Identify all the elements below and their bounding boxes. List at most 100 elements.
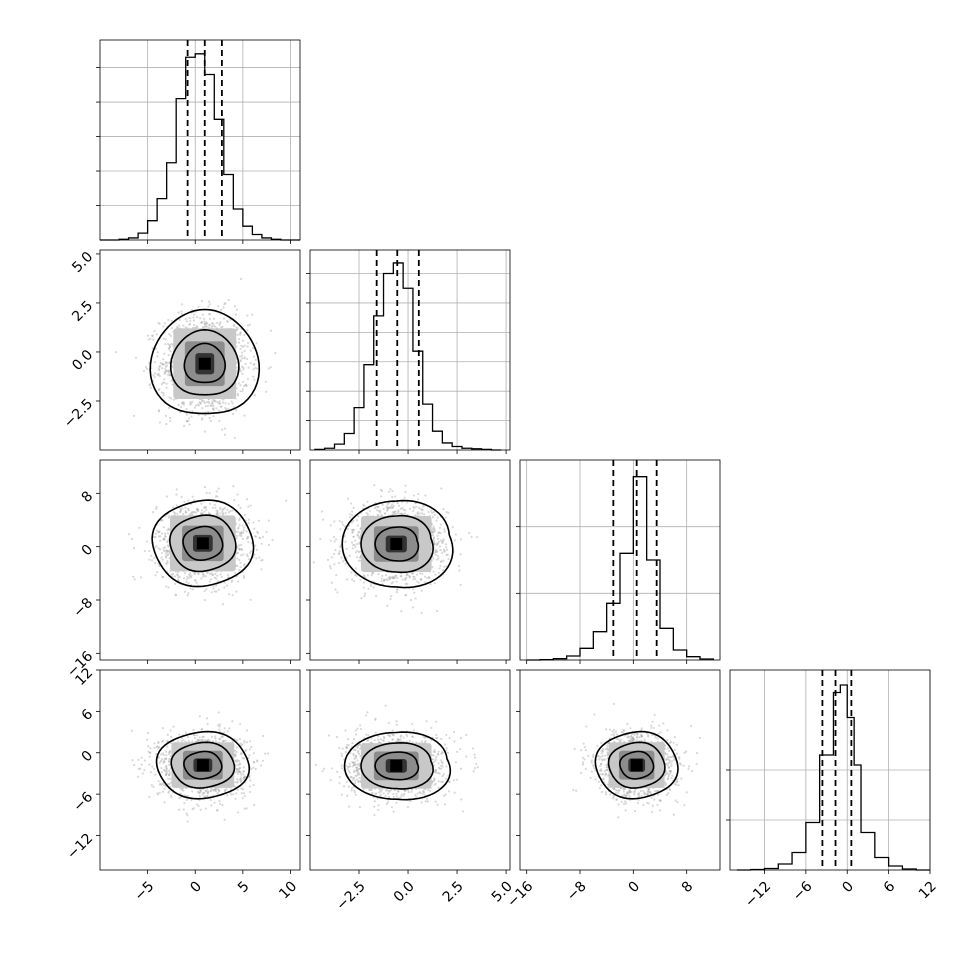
scatter-point bbox=[217, 711, 220, 714]
scatter-point bbox=[354, 573, 357, 576]
scatter-point bbox=[165, 770, 168, 774]
scatter-point bbox=[386, 508, 390, 511]
scatter-point bbox=[134, 356, 138, 359]
scatter-point bbox=[387, 502, 390, 505]
scatter-point bbox=[386, 604, 389, 607]
scatter-point bbox=[215, 584, 218, 587]
scatter-point bbox=[247, 540, 250, 544]
scatter-point bbox=[413, 507, 416, 510]
scatter-point bbox=[346, 497, 350, 500]
scatter-point bbox=[169, 419, 172, 423]
scatter-point bbox=[417, 506, 421, 509]
scatter-point bbox=[201, 512, 204, 515]
scatter-point bbox=[167, 371, 170, 374]
scatter-point bbox=[442, 568, 445, 572]
scatter-point bbox=[352, 528, 355, 531]
scatter-point bbox=[206, 404, 210, 408]
scatter-point bbox=[187, 499, 190, 502]
scatter-point bbox=[156, 355, 159, 358]
scatter-point bbox=[404, 582, 407, 585]
scatter-point bbox=[240, 554, 243, 557]
scatter-point bbox=[253, 527, 256, 530]
scatter-point bbox=[239, 776, 243, 779]
scatter-point bbox=[356, 549, 359, 553]
scatter-point bbox=[167, 553, 170, 556]
scatter-point bbox=[420, 578, 423, 581]
scatter-point bbox=[257, 519, 260, 522]
scatter-point bbox=[217, 409, 220, 412]
scatter-point bbox=[183, 590, 187, 593]
scatter-point bbox=[417, 492, 420, 496]
scatter-point bbox=[239, 332, 242, 335]
scatter-point bbox=[163, 760, 166, 764]
scatter-point bbox=[195, 508, 199, 511]
scatter-point bbox=[156, 373, 159, 376]
scatter-point bbox=[163, 372, 166, 375]
contour-line-1 bbox=[169, 328, 240, 396]
scatter-point bbox=[443, 548, 446, 551]
scatter-point bbox=[226, 794, 229, 797]
scatter-point bbox=[438, 526, 442, 530]
scatter-point bbox=[165, 541, 169, 544]
scatter-point bbox=[340, 556, 343, 559]
scatter-point bbox=[207, 326, 211, 329]
scatter-point bbox=[234, 781, 237, 784]
scatter-point bbox=[194, 579, 197, 582]
scatter-point bbox=[239, 532, 242, 536]
scatter-point bbox=[247, 505, 250, 508]
scatter-point bbox=[182, 577, 186, 580]
scatter-point bbox=[218, 725, 221, 728]
scatter-point bbox=[209, 312, 212, 316]
scatter-point bbox=[151, 511, 155, 514]
scatter-point bbox=[160, 532, 164, 535]
scatter-point bbox=[212, 407, 215, 410]
scatter-point bbox=[146, 731, 150, 735]
scatter-point bbox=[215, 509, 218, 512]
scatter-point bbox=[459, 538, 463, 541]
scatter-point bbox=[148, 384, 151, 387]
scatter-point bbox=[244, 383, 247, 387]
scatter-point bbox=[157, 530, 160, 533]
scatter-point bbox=[438, 531, 441, 534]
scatter-point bbox=[399, 512, 402, 515]
scatter-point bbox=[243, 349, 246, 353]
scatter-point bbox=[175, 325, 179, 329]
scatter-point bbox=[143, 759, 146, 762]
scatter-point bbox=[265, 530, 268, 533]
scatter-point bbox=[234, 571, 237, 574]
scatter-point bbox=[147, 334, 150, 337]
scatter-point bbox=[164, 371, 167, 374]
scatter-point bbox=[243, 356, 246, 359]
scatter-point bbox=[205, 739, 209, 742]
scatter-point bbox=[192, 316, 195, 319]
scatter-point bbox=[349, 513, 352, 516]
scatter-point bbox=[169, 373, 172, 376]
scatter-point bbox=[185, 413, 189, 416]
histogram-panel-2 bbox=[516, 459, 721, 664]
scatter-point bbox=[384, 512, 387, 515]
scatter-point bbox=[204, 414, 207, 417]
scatter-point bbox=[219, 508, 222, 511]
scatter-point bbox=[371, 571, 374, 575]
scatter-point bbox=[167, 545, 170, 548]
scatter-point bbox=[242, 531, 245, 534]
scatter-point bbox=[341, 523, 345, 526]
scatter-point bbox=[248, 323, 251, 326]
scatter-point bbox=[168, 774, 171, 777]
scatter-point bbox=[437, 557, 440, 560]
scatter-point bbox=[210, 804, 213, 807]
scatter-point bbox=[208, 572, 212, 576]
scatter-point bbox=[404, 509, 407, 512]
panel-frame bbox=[729, 669, 931, 871]
scatter-point bbox=[161, 575, 164, 578]
scatter-point bbox=[202, 575, 205, 578]
scatter-point bbox=[256, 532, 260, 535]
scatter-point bbox=[180, 312, 184, 316]
scatter-point bbox=[158, 761, 161, 764]
scatter-point bbox=[245, 530, 248, 533]
scatter-point bbox=[155, 507, 158, 510]
scatter-point bbox=[334, 549, 337, 552]
scatter-point bbox=[187, 592, 190, 595]
scatter-point bbox=[158, 783, 161, 786]
scatter-point bbox=[227, 576, 230, 579]
